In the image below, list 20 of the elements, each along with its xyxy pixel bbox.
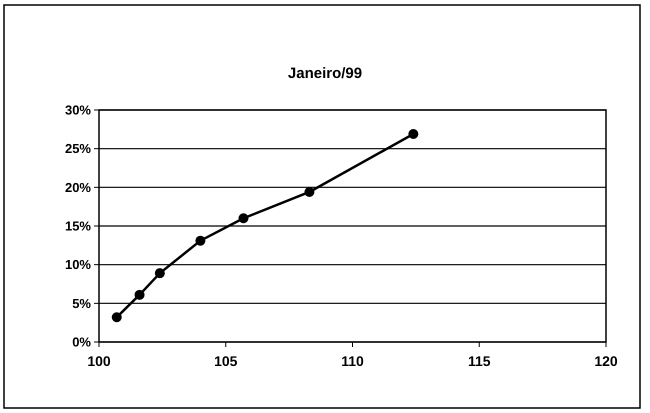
point bbox=[238, 213, 248, 224]
point bbox=[408, 128, 418, 139]
point bbox=[304, 186, 314, 197]
x-tick-label: 120 bbox=[594, 353, 618, 369]
y-tick-label: 5% bbox=[72, 296, 92, 311]
x-tick-label: 115 bbox=[468, 353, 491, 369]
x-tick-label: 100 bbox=[87, 353, 111, 369]
point bbox=[112, 312, 122, 322]
y-tick-label: 15% bbox=[64, 218, 92, 234]
y-tick-label: 25% bbox=[64, 141, 92, 156]
y-tick-label: 0% bbox=[72, 334, 92, 350]
y-tick-label: 10% bbox=[64, 257, 92, 272]
chart-title: Janeiro/99 bbox=[288, 65, 362, 82]
point bbox=[134, 290, 145, 300]
y-tick-label: 30% bbox=[64, 102, 92, 118]
point bbox=[154, 268, 165, 278]
x-tick-label: 110 bbox=[341, 353, 364, 369]
point bbox=[195, 236, 206, 246]
x-tick-label: 105 bbox=[214, 353, 238, 369]
y-tick-label: 20% bbox=[64, 180, 92, 195]
